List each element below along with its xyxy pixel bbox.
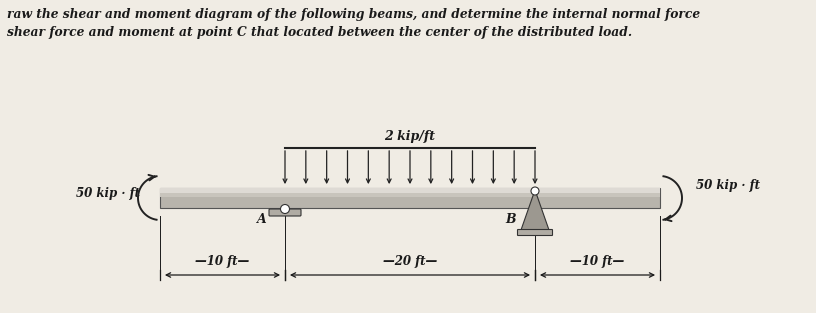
Circle shape: [281, 204, 290, 213]
Circle shape: [531, 187, 539, 195]
Text: A: A: [257, 213, 267, 226]
Polygon shape: [521, 190, 549, 230]
Bar: [160, 188, 660, 193]
Text: —10 ft—: —10 ft—: [195, 255, 250, 268]
FancyBboxPatch shape: [517, 229, 552, 235]
Text: raw the shear and moment diagram of the following beams, and determine the inter: raw the shear and moment diagram of the …: [7, 8, 700, 21]
Text: 2 kip/ft: 2 kip/ft: [384, 130, 436, 143]
Text: B: B: [505, 213, 516, 226]
Text: 50 kip · ft: 50 kip · ft: [76, 187, 140, 199]
Text: —10 ft—: —10 ft—: [570, 255, 624, 268]
Bar: [160, 188, 660, 208]
Bar: [160, 193, 660, 197]
Text: 50 kip · ft: 50 kip · ft: [696, 179, 760, 192]
Bar: [160, 204, 660, 208]
FancyBboxPatch shape: [269, 209, 301, 216]
Text: shear force and moment at point C that located between the center of the distrib: shear force and moment at point C that l…: [7, 26, 632, 39]
Text: —20 ft—: —20 ft—: [383, 255, 437, 268]
